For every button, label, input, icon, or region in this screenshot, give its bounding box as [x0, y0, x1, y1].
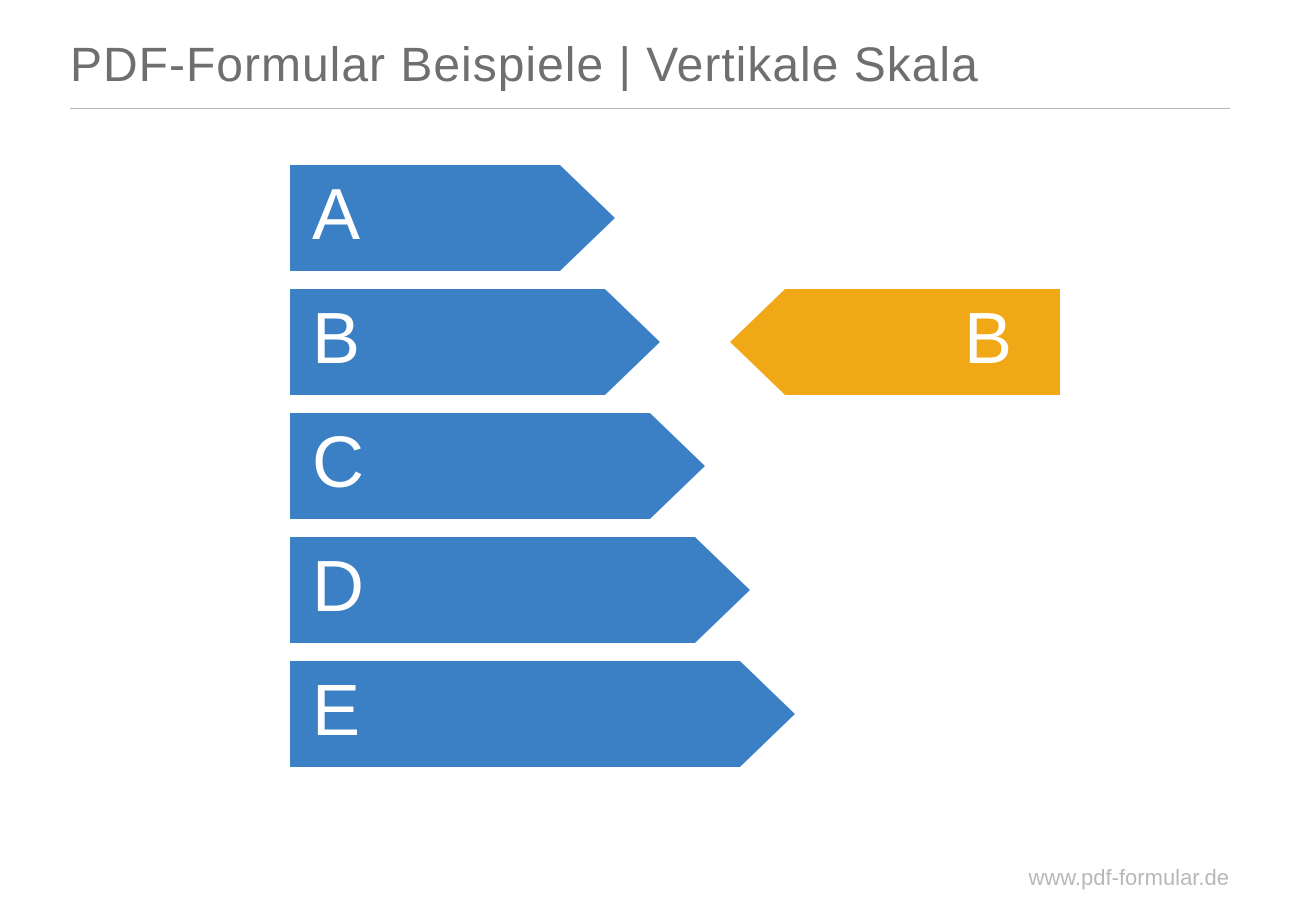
scale-bar-shape — [290, 661, 795, 767]
selection-pointer-label: B — [964, 303, 1012, 375]
scale-bar-label: C — [312, 427, 364, 499]
scale-bar-label: B — [312, 303, 360, 375]
scale-bar-label: D — [312, 551, 364, 623]
title-divider — [70, 108, 1230, 109]
scale-bar: E — [290, 661, 795, 767]
scale-bar: D — [290, 537, 750, 643]
page-title: PDF-Formular Beispiele | Vertikale Skala — [70, 38, 979, 93]
scale-bar: A — [290, 165, 615, 271]
footer-url: www.pdf-formular.de — [1028, 865, 1229, 891]
scale-bar-label: A — [312, 179, 360, 251]
scale-bar: BB — [290, 289, 660, 395]
scale-bar: C — [290, 413, 705, 519]
scale-bar-label: E — [312, 675, 360, 747]
selection-pointer: B — [730, 289, 1060, 395]
